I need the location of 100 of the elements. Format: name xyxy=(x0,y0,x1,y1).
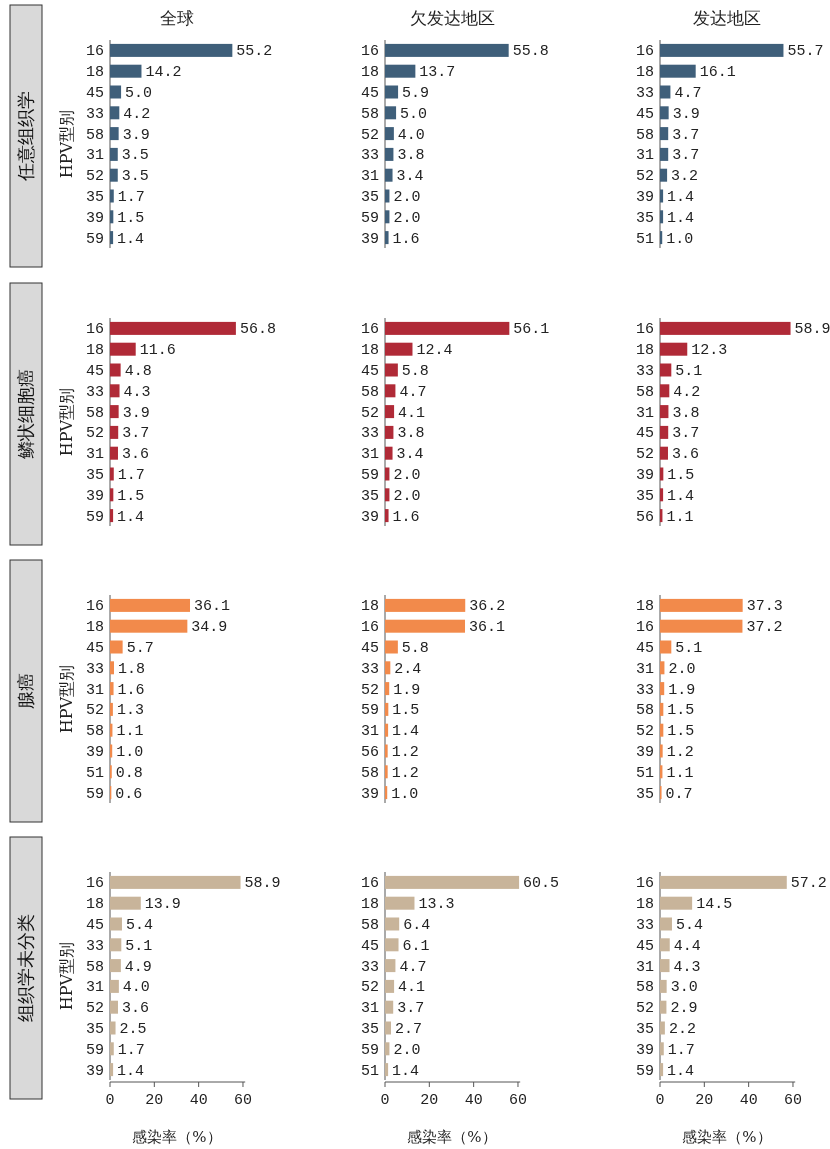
x-tick-label: 0 xyxy=(380,1092,390,1109)
y-tick-label: 33 xyxy=(85,105,104,123)
x-tick-label: 0 xyxy=(105,1092,115,1109)
y-tick-label: 59 xyxy=(85,1041,104,1059)
x-tick-label: 20 xyxy=(145,1092,164,1109)
y-tick-label: 33 xyxy=(360,660,379,678)
y-tick-label: 16 xyxy=(635,875,654,893)
y-tick-label: 52 xyxy=(85,702,104,720)
y-tick-label: 45 xyxy=(360,85,379,102)
data-label: 3.6 xyxy=(121,446,149,464)
y-tick-label: 45 xyxy=(85,640,104,657)
bar xyxy=(110,210,114,224)
y-tick-label: 31 xyxy=(360,1000,379,1018)
data-label: 4.1 xyxy=(398,404,426,422)
data-label: 5.8 xyxy=(401,640,429,657)
y-tick-label: 58 xyxy=(85,958,104,976)
y-tick-label: 51 xyxy=(360,1062,379,1080)
data-label: 5.0 xyxy=(125,85,153,102)
data-label: 2.0 xyxy=(393,1041,421,1059)
data-label: 55.2 xyxy=(236,43,273,61)
y-tick-label: 39 xyxy=(85,487,104,505)
bar xyxy=(385,342,413,356)
data-label: 4.4 xyxy=(673,937,701,955)
data-label: 55.7 xyxy=(787,43,824,61)
y-tick-label: 31 xyxy=(635,958,654,976)
y-tick-label: 45 xyxy=(635,425,654,443)
data-label: 1.0 xyxy=(391,785,419,803)
bar xyxy=(660,1042,664,1056)
data-label: 5.1 xyxy=(675,640,703,657)
data-label: 1.2 xyxy=(391,744,419,761)
data-label: 1.2 xyxy=(666,744,694,761)
bar xyxy=(110,959,121,973)
bar xyxy=(110,1021,116,1035)
data-label: 13.9 xyxy=(144,896,181,914)
y-tick-label: 35 xyxy=(85,189,104,206)
y-tick-label: 58 xyxy=(635,979,654,997)
data-label: 1.4 xyxy=(392,723,420,741)
y-tick-label: 45 xyxy=(360,363,379,380)
bar xyxy=(385,1000,394,1014)
data-label: 2.0 xyxy=(393,487,421,505)
bar xyxy=(385,765,388,779)
y-tick-label: 58 xyxy=(360,764,379,782)
data-label: 36.2 xyxy=(469,598,506,616)
y-tick-label: 16 xyxy=(360,321,379,339)
y-tick-label: 52 xyxy=(360,126,379,144)
bar xyxy=(660,43,784,57)
data-label: 6.1 xyxy=(402,937,430,955)
bar xyxy=(660,723,664,737)
bar xyxy=(660,661,665,675)
data-label: 3.4 xyxy=(396,168,424,186)
bar xyxy=(660,342,688,356)
data-label: 1.6 xyxy=(117,681,145,699)
bar xyxy=(385,917,400,931)
data-label: 3.6 xyxy=(121,1000,149,1018)
data-label: 2.4 xyxy=(394,660,422,678)
bar xyxy=(110,405,119,419)
data-label: 5.4 xyxy=(675,917,703,934)
data-label: 2.0 xyxy=(393,467,421,484)
y-tick-label: 58 xyxy=(360,105,379,123)
data-label: 1.1 xyxy=(666,764,694,782)
text: 腺癌 xyxy=(15,673,36,709)
bar xyxy=(660,64,696,78)
bar xyxy=(660,682,665,696)
data-label: 11.6 xyxy=(139,342,176,360)
bar xyxy=(660,702,664,716)
data-label: 3.7 xyxy=(672,126,700,144)
bar xyxy=(385,488,390,502)
bar xyxy=(385,744,388,758)
data-label: 5.1 xyxy=(125,937,153,955)
data-label: 12.4 xyxy=(416,342,453,360)
data-label: 5.7 xyxy=(126,640,154,657)
data-label: 56.1 xyxy=(513,321,550,339)
bar xyxy=(110,619,188,633)
bar xyxy=(385,231,389,245)
y-tick-label: 31 xyxy=(360,446,379,464)
y-tick-label: 51 xyxy=(85,764,104,782)
bar xyxy=(385,875,520,889)
bar xyxy=(110,640,123,654)
y-tick-label: 52 xyxy=(85,1000,104,1018)
y-tick-label: 18 xyxy=(360,342,379,360)
data-label: 1.5 xyxy=(667,723,695,741)
bar xyxy=(385,363,398,377)
bar xyxy=(660,619,743,633)
y-tick-label: 18 xyxy=(360,598,379,616)
data-label: 0.6 xyxy=(115,785,143,803)
data-label: 1.7 xyxy=(117,467,145,484)
data-label: 0.7 xyxy=(665,785,693,803)
bar xyxy=(660,147,669,161)
bar xyxy=(660,127,669,141)
data-label: 1.4 xyxy=(667,189,695,206)
y-tick-label: 31 xyxy=(635,660,654,678)
y-tick-label: 51 xyxy=(635,764,654,782)
y-tick-label: 51 xyxy=(635,230,654,248)
bar xyxy=(385,1021,391,1035)
bar xyxy=(110,682,114,696)
x-axis-title: 感染率（%） xyxy=(132,1128,222,1146)
bar xyxy=(660,1021,665,1035)
bar xyxy=(110,384,120,398)
data-label: 60.5 xyxy=(523,875,560,893)
data-label: 1.5 xyxy=(667,467,695,484)
